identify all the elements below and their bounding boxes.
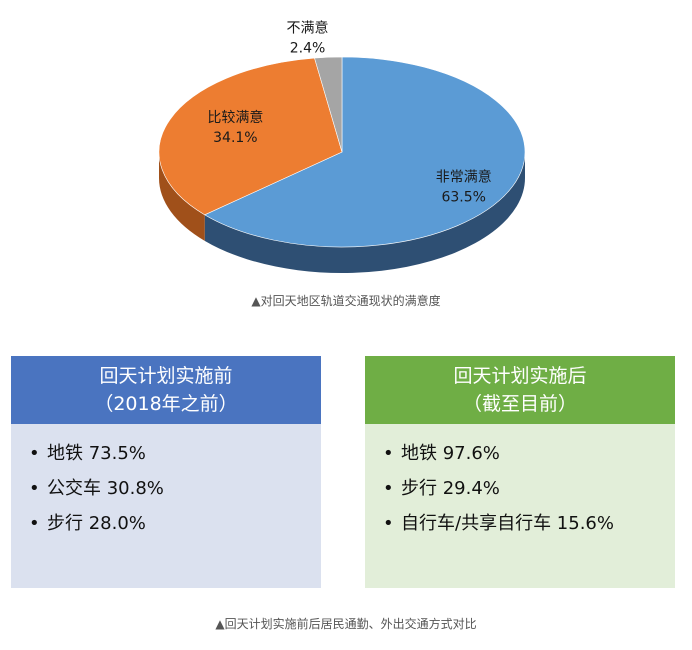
list-item: • 自行车/共享自行车 15.6% xyxy=(383,506,675,541)
before-panel: 回天计划实施前 （2018年之前） • 地铁 73.5% • 公交车 30.8% •… xyxy=(11,356,321,588)
list-item: • 地铁 97.6% xyxy=(383,436,675,471)
list-item-text: 步行 29.4% xyxy=(401,478,500,499)
before-subtitle: （2018年之前） xyxy=(94,393,238,415)
list-item: • 公交车 30.8% xyxy=(29,471,321,506)
slice-0 xyxy=(204,56,526,248)
slice-1-label: 比较满意 xyxy=(207,109,263,126)
bullet-icon: • xyxy=(383,513,394,534)
after-panel: 回天计划实施后 （截至目前） • 地铁 97.6% • 步行 29.4% • 自行车/… xyxy=(365,356,675,588)
comparison-caption: ▲回天计划实施前后居民通勤、外出交通方式对比 xyxy=(215,617,477,631)
before-list: • 地铁 73.5% • 公交车 30.8% • 步行 28.0% xyxy=(11,424,321,588)
slice-0-value-label: 63.5% xyxy=(441,190,485,206)
pie-chart: 非常满意 63.5% 比较满意 34.1% 不满意 2.4% xyxy=(158,20,526,273)
slice-2-value-label: 2.4% xyxy=(290,41,326,57)
list-item-text: 步行 28.0% xyxy=(47,513,146,534)
after-list: • 地铁 97.6% • 步行 29.4% • 自行车/共享自行车 15.6% xyxy=(365,424,675,588)
pie-caption: ▲对回天地区轨道交通现状的满意度 xyxy=(251,294,441,308)
list-item-text: 地铁 97.6% xyxy=(401,443,500,464)
after-title: 回天计划实施后 xyxy=(453,365,587,387)
slice-0-label: 非常满意 xyxy=(436,169,492,186)
bullet-icon: • xyxy=(29,513,40,534)
slice-1-value-label: 34.1% xyxy=(213,130,257,146)
bullet-icon: • xyxy=(29,443,40,464)
list-item: • 步行 29.4% xyxy=(383,471,675,506)
list-item-text: 公交车 30.8% xyxy=(47,478,164,499)
slice-2-label: 不满意 xyxy=(287,20,329,37)
bullet-icon: • xyxy=(383,478,394,499)
slice-2 xyxy=(314,56,343,153)
list-item-text: 地铁 73.5% xyxy=(47,443,146,464)
list-item: • 步行 28.0% xyxy=(29,506,321,541)
slice-0-side xyxy=(204,152,525,273)
slice-1-side xyxy=(159,152,205,241)
slice-1 xyxy=(158,57,343,216)
after-subtitle: （截至目前） xyxy=(462,393,577,415)
list-item-text: 自行车/共享自行车 15.6% xyxy=(401,513,614,534)
bullet-icon: • xyxy=(383,443,394,464)
before-title: 回天计划实施前 xyxy=(99,365,233,387)
list-item: • 地铁 73.5% xyxy=(29,436,321,471)
after-panel-header: 回天计划实施后 （截至目前） xyxy=(365,356,675,424)
bullet-icon: • xyxy=(29,478,40,499)
before-panel-header: 回天计划实施前 （2018年之前） xyxy=(11,356,321,424)
